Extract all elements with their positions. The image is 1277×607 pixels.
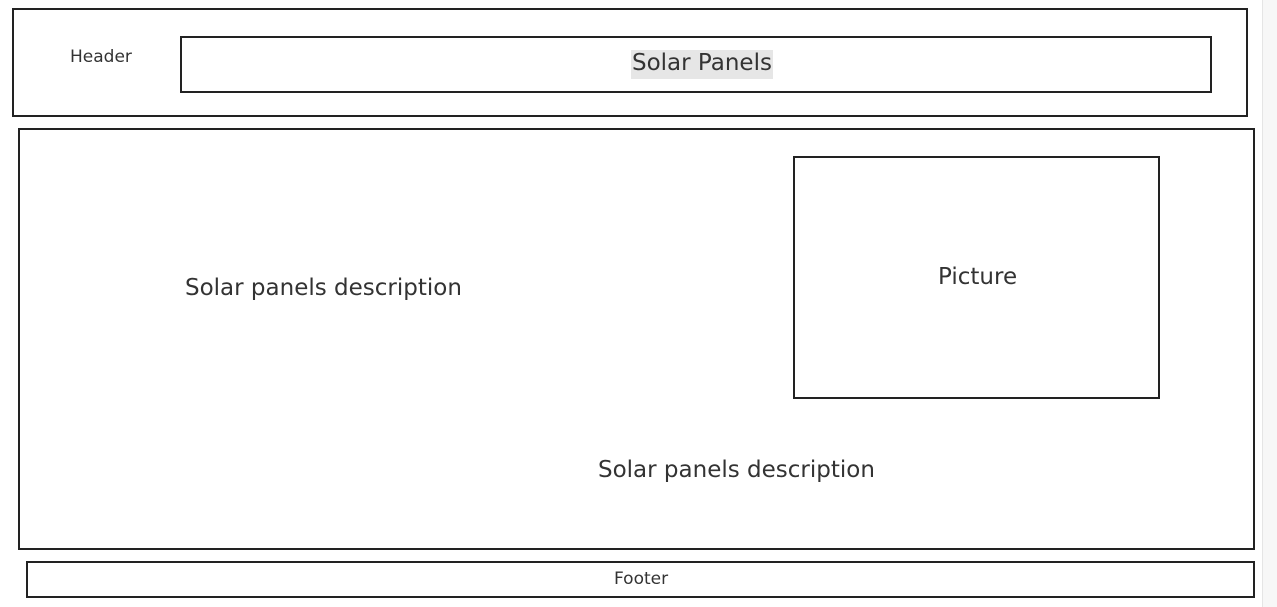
footer-label: Footer — [614, 569, 669, 589]
solar-panels-description-top: Solar panels description — [185, 275, 462, 301]
picture-placeholder — [793, 156, 1160, 399]
main-content-section — [18, 128, 1255, 550]
page-title: Solar Panels — [631, 50, 773, 79]
header-label: Header — [70, 47, 132, 67]
header-section — [12, 8, 1248, 117]
footer-section — [26, 561, 1255, 598]
title-box — [180, 36, 1212, 93]
canvas-edge — [1262, 0, 1277, 607]
picture-label: Picture — [938, 264, 1018, 290]
solar-panels-description-bottom: Solar panels description — [598, 457, 875, 483]
